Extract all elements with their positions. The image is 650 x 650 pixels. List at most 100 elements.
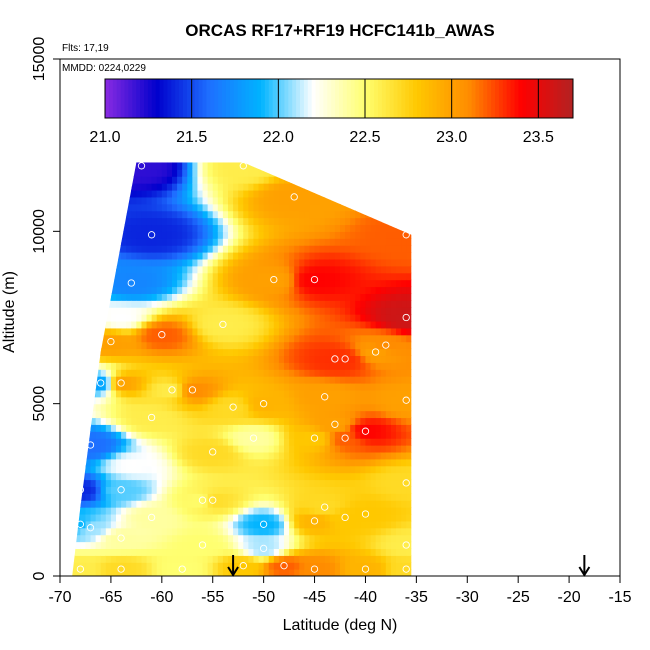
heatmap-cell (253, 245, 260, 253)
heatmap-cell (156, 348, 163, 357)
heatmap-cell (172, 252, 178, 260)
heatmap-cell (258, 314, 265, 322)
heatmap-cell (319, 569, 326, 576)
heatmap-cell (340, 548, 346, 556)
heatmap-cell (355, 403, 361, 412)
heatmap-cell (380, 272, 387, 281)
heatmap-cell (156, 341, 163, 350)
heatmap-cell (217, 183, 224, 191)
heatmap-cell (380, 376, 387, 384)
heatmap-cell (334, 252, 341, 260)
heatmap-cell (304, 355, 311, 363)
heatmap-cell (375, 293, 382, 301)
heatmap-cell (90, 569, 97, 576)
heatmap-cell (228, 210, 234, 219)
heatmap-cell (334, 210, 341, 219)
heatmap-cell (105, 396, 112, 405)
heatmap-cell (334, 272, 341, 281)
x-axis: -70 -65 -60 -55 -50 -45 -40 -35 -30 -25 -20 -15 (48, 575, 632, 606)
heatmap-cell (340, 272, 346, 281)
heatmap-cell (156, 320, 163, 329)
heatmap-cell (263, 224, 270, 232)
heatmap-cell (294, 569, 300, 576)
heatmap-cell (222, 293, 229, 301)
sample-point (361, 565, 370, 573)
heatmap-cell (121, 431, 127, 439)
heatmap-cell (192, 176, 199, 184)
heatmap-cell (217, 458, 224, 467)
heatmap-cell (136, 327, 143, 336)
heatmap-cell (289, 217, 295, 226)
heatmap-cell (136, 369, 143, 377)
heatmap-cell (248, 458, 255, 467)
heatmap-cell (350, 272, 356, 281)
heatmap-cell (273, 300, 280, 308)
heatmap-cell (182, 500, 188, 508)
heatmap-cell (233, 520, 239, 529)
heatmap-cell (304, 520, 311, 529)
heatmap-cell (172, 176, 178, 184)
sample-point (86, 441, 95, 449)
heatmap-cell (289, 438, 295, 446)
heatmap-cell (238, 527, 244, 536)
heatmap-cell (222, 362, 229, 370)
heatmap-cell (136, 286, 143, 294)
heatmap-cell (141, 176, 148, 184)
heatmap-cell (105, 445, 112, 453)
heatmap-cell (156, 389, 163, 398)
heatmap-cell (289, 527, 295, 536)
heatmap-cell (233, 224, 239, 232)
heatmap-cell (192, 431, 199, 439)
heatmap-cell (350, 438, 356, 446)
heatmap-cell (319, 389, 326, 398)
heatmap-cell (253, 555, 260, 563)
heatmap-cell (345, 569, 351, 576)
heatmap-cell (299, 341, 305, 350)
heatmap-cell (90, 541, 97, 550)
heatmap-cell (334, 203, 341, 212)
heatmap-cell (263, 431, 270, 439)
heatmap-cell (126, 382, 132, 391)
heatmap-cell (177, 183, 183, 191)
heatmap-cell (136, 382, 143, 391)
heatmap-cell (222, 410, 229, 419)
heatmap-cell (396, 431, 402, 439)
heatmap-cell (166, 169, 173, 177)
heatmap-cell (202, 334, 209, 343)
heatmap-cell (278, 252, 285, 260)
heatmap-cell (217, 389, 224, 398)
heatmap-cell (284, 431, 290, 439)
heatmap-cell (131, 389, 137, 398)
heatmap-cell (238, 300, 244, 308)
heatmap-cell (182, 513, 188, 522)
heatmap-cell (222, 189, 229, 198)
heatmap-cell (131, 314, 137, 322)
heatmap-cell (314, 527, 321, 536)
y-tick-label: 15000 (31, 37, 48, 82)
heatmap-cell (334, 389, 341, 398)
heatmap-cell (401, 320, 407, 329)
heatmap-cell (177, 189, 183, 198)
heatmap-cell (406, 520, 412, 529)
heatmap-cell (380, 424, 387, 432)
heatmap-cell (105, 548, 112, 556)
heatmap-cell (85, 548, 92, 556)
heatmap-cell (166, 224, 173, 232)
heatmap-cell (187, 162, 193, 170)
heatmap-cell (146, 265, 153, 274)
colorbar-segment (179, 79, 184, 118)
heatmap-cell (177, 389, 183, 398)
heatmap-cell (390, 548, 397, 556)
heatmap-cell (375, 555, 382, 563)
heatmap-cell (222, 451, 229, 460)
heatmap-cell (340, 369, 346, 377)
heatmap-cell (284, 265, 290, 274)
heatmap-cell (207, 527, 214, 536)
heatmap-cell (126, 527, 132, 536)
heatmap-cell (309, 334, 316, 343)
heatmap-cell (156, 569, 163, 576)
heatmap-cell (172, 210, 178, 219)
heatmap-cell (390, 479, 397, 487)
heatmap-cell (197, 486, 204, 494)
heatmap-cell (202, 272, 209, 281)
